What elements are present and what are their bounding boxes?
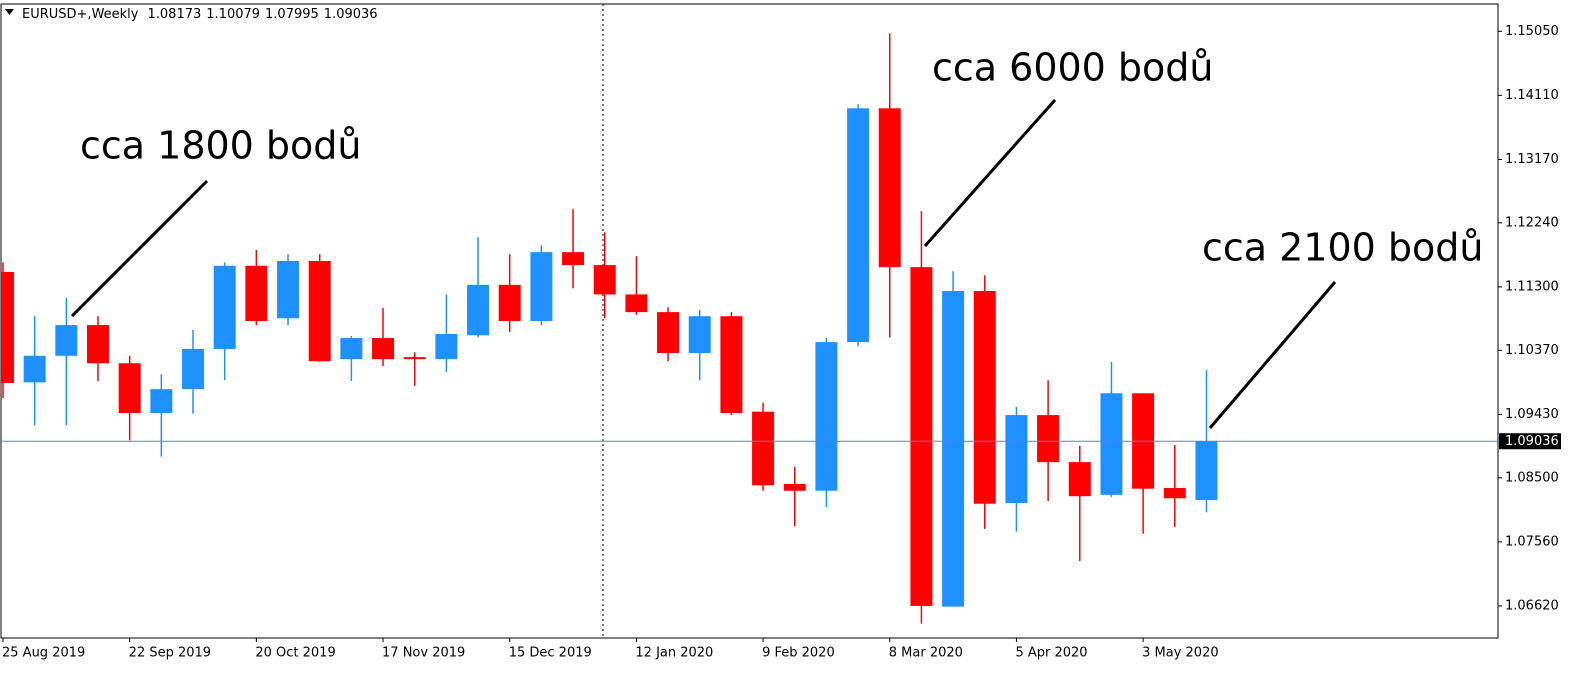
y-tick-label: 1.13170 [1505, 152, 1559, 167]
header-high: 1.10079 [206, 7, 260, 22]
candle-body [1068, 462, 1091, 497]
candle-body [688, 316, 711, 354]
candle-body [403, 357, 426, 360]
annotation-line [70, 179, 209, 318]
candle-body [118, 363, 141, 414]
y-tick-label: 1.09430 [1505, 407, 1559, 422]
candle-body [847, 108, 870, 343]
price-label: 1.09036 [1505, 434, 1559, 449]
candle-body [308, 261, 331, 362]
x-tick-label: 12 Jan 2020 [635, 646, 713, 661]
x-tick-label: 25 Aug 2019 [2, 646, 85, 661]
candle-body [498, 284, 521, 321]
annotation-line [923, 99, 1057, 247]
annotation: cca 6000 bodů [932, 46, 1214, 90]
x-tick-label: 22 Sep 2019 [129, 646, 211, 661]
candle-body [1195, 441, 1218, 501]
x-tick-label: 17 Nov 2019 [382, 646, 465, 661]
candle-body [150, 389, 173, 414]
candle-body [1163, 488, 1186, 499]
y-tick-label: 1.15050 [1505, 24, 1559, 39]
annotation: cca 1800 bodů [80, 124, 362, 168]
x-tick-label: 9 Feb 2020 [762, 646, 835, 661]
candle-body [1, 271, 14, 384]
candle-body [213, 265, 236, 349]
candle-body [467, 284, 490, 336]
candle-body [910, 267, 933, 606]
candle-body [815, 342, 838, 491]
y-tick-label: 1.11300 [1505, 279, 1559, 294]
symbol: EURUSD+,Weekly [22, 7, 139, 22]
candle-body [277, 261, 300, 319]
y-tick-label: 1.08500 [1505, 470, 1559, 485]
candle-body [720, 316, 743, 414]
header-close: 1.09036 [324, 7, 378, 22]
candle-body [657, 312, 680, 354]
y-tick-label: 1.07560 [1505, 534, 1559, 549]
y-tick-label: 1.10370 [1505, 343, 1559, 358]
y-tick-label: 1.14110 [1505, 88, 1559, 103]
price-box [1499, 433, 1561, 450]
candle-body [1100, 393, 1123, 495]
y-tick-label: 1.12240 [1505, 215, 1559, 230]
menu-triangle[interactable] [5, 9, 14, 15]
candle-body [182, 348, 205, 390]
candle-body [973, 291, 996, 504]
candle-body [245, 265, 268, 321]
header-low: 1.07995 [265, 7, 319, 22]
candle-body [783, 483, 806, 491]
candle-body [340, 338, 363, 360]
x-tick-label: 20 Oct 2019 [255, 646, 335, 661]
candle-body [752, 411, 775, 486]
candle-body [87, 325, 110, 364]
candle-body [878, 108, 901, 268]
header: EURUSD+,Weekly 1.08173 1.10079 1.07995 1.090… [22, 7, 378, 22]
candle-body [1005, 415, 1028, 504]
annotation: cca 2100 bodů [1202, 226, 1484, 270]
annotation-line [1208, 281, 1337, 429]
candle-body [55, 325, 78, 356]
y-tick-label: 1.06620 [1505, 598, 1559, 613]
candle-body [625, 294, 648, 313]
x-tick-label: 5 Apr 2020 [1015, 646, 1087, 661]
x-tick-label: 15 Dec 2019 [509, 646, 592, 661]
x-tick-label: 8 Mar 2020 [889, 646, 963, 661]
candle-body [593, 265, 616, 295]
x-tick-label: 3 May 2020 [1142, 646, 1219, 661]
candle-body [23, 355, 46, 383]
candle-body [1037, 415, 1060, 463]
candle-body [562, 252, 585, 266]
candle-body [530, 252, 553, 321]
candle-body [942, 291, 965, 607]
plot [1, 33, 1218, 624]
header-open: 1.08173 [148, 7, 202, 22]
candle-body [435, 333, 458, 360]
candle-body [372, 338, 395, 360]
